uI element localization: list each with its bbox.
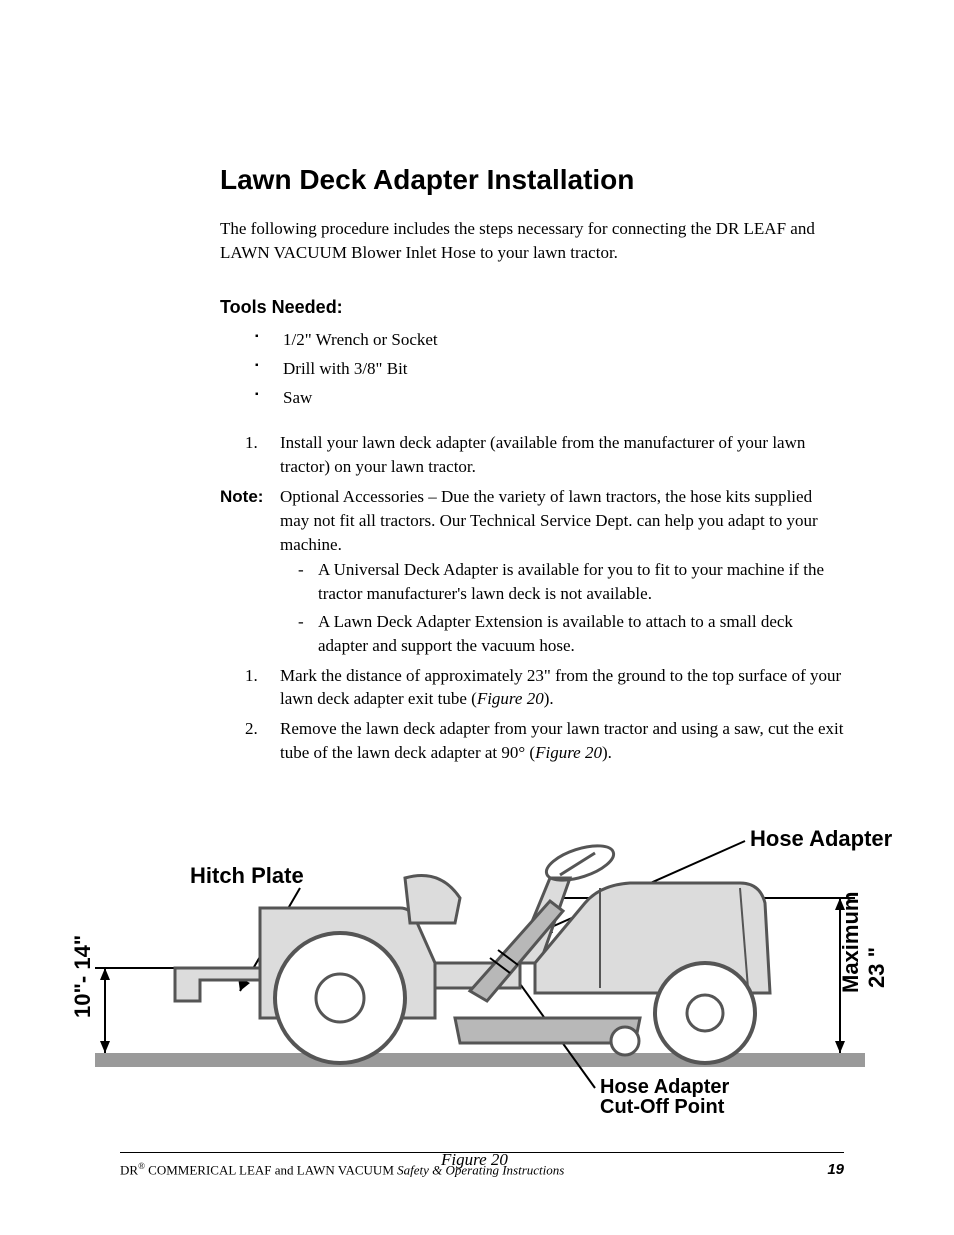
ground-bar xyxy=(95,1053,865,1067)
figure-20: 10"- 14" Maximum 23 " Hitch Plate Hose A… xyxy=(5,803,944,1172)
list-item: 1. Install your lawn deck adapter (avail… xyxy=(220,431,844,479)
intro-paragraph: The following procedure includes the ste… xyxy=(220,217,844,265)
dim-arrow xyxy=(835,1041,845,1053)
step-text: Mark the distance of approximately 23" f… xyxy=(280,666,841,709)
step-list-bottom: 1. Mark the distance of approximately 23… xyxy=(220,664,844,765)
list-item: Drill with 3/8" Bit xyxy=(255,357,844,381)
list-item: Saw xyxy=(255,386,844,410)
cutoff-label-2: Cut-Off Point xyxy=(600,1096,725,1118)
note-body: Optional Accessories – Due the variety o… xyxy=(280,487,818,554)
note-block: Note: Optional Accessories – Due the var… xyxy=(220,485,844,658)
note-sublist: -A Universal Deck Adapter is available f… xyxy=(280,558,844,657)
step-text: Install your lawn deck adapter (availabl… xyxy=(280,433,805,476)
step-text: Remove the lawn deck adapter from your l… xyxy=(280,719,843,762)
hitch-plate-label: Hitch Plate xyxy=(190,863,304,888)
height-10-14-label: 10"- 14" xyxy=(70,934,95,1017)
footer-left: DR® COMMERICAL LEAF and LAWN VACUUM Safe… xyxy=(120,1160,564,1180)
step-list-top: 1. Install your lawn deck adapter (avail… xyxy=(220,431,844,479)
maximum-label: Maximum xyxy=(838,891,863,992)
list-item: 1/2" Wrench or Socket xyxy=(255,328,844,352)
page-number: 19 xyxy=(827,1159,844,1180)
tools-heading: Tools Needed: xyxy=(220,295,844,320)
step-number: 1. xyxy=(245,431,258,455)
list-item: 1. Mark the distance of approximately 23… xyxy=(220,664,844,712)
dim-arrow xyxy=(100,1041,110,1053)
note-label: Note: xyxy=(220,485,263,509)
list-item: -A Universal Deck Adapter is available f… xyxy=(280,558,844,606)
hose-adapter-label: Hose Adapter xyxy=(750,826,893,851)
tractor-diagram: 10"- 14" Maximum 23 " Hitch Plate Hose A… xyxy=(40,803,910,1123)
section-heading: Lawn Deck Adapter Installation xyxy=(220,160,844,199)
dim-arrow xyxy=(100,968,110,980)
cutoff-label-1: Hose Adapter xyxy=(600,1076,730,1098)
dash: - xyxy=(298,610,304,634)
sub-text: A Universal Deck Adapter is available fo… xyxy=(318,560,824,603)
list-item: -A Lawn Deck Adapter Extension is availa… xyxy=(280,610,844,658)
step-number: 2. xyxy=(245,717,258,741)
step-number: 1. xyxy=(245,664,258,688)
page-footer: DR® COMMERICAL LEAF and LAWN VACUUM Safe… xyxy=(120,1152,844,1180)
list-item: 2. Remove the lawn deck adapter from you… xyxy=(220,717,844,765)
height-23-label: 23 " xyxy=(864,947,889,988)
sub-text: A Lawn Deck Adapter Extension is availab… xyxy=(318,612,793,655)
dash: - xyxy=(298,558,304,582)
tools-list: 1/2" Wrench or Socket Drill with 3/8" Bi… xyxy=(255,328,844,409)
